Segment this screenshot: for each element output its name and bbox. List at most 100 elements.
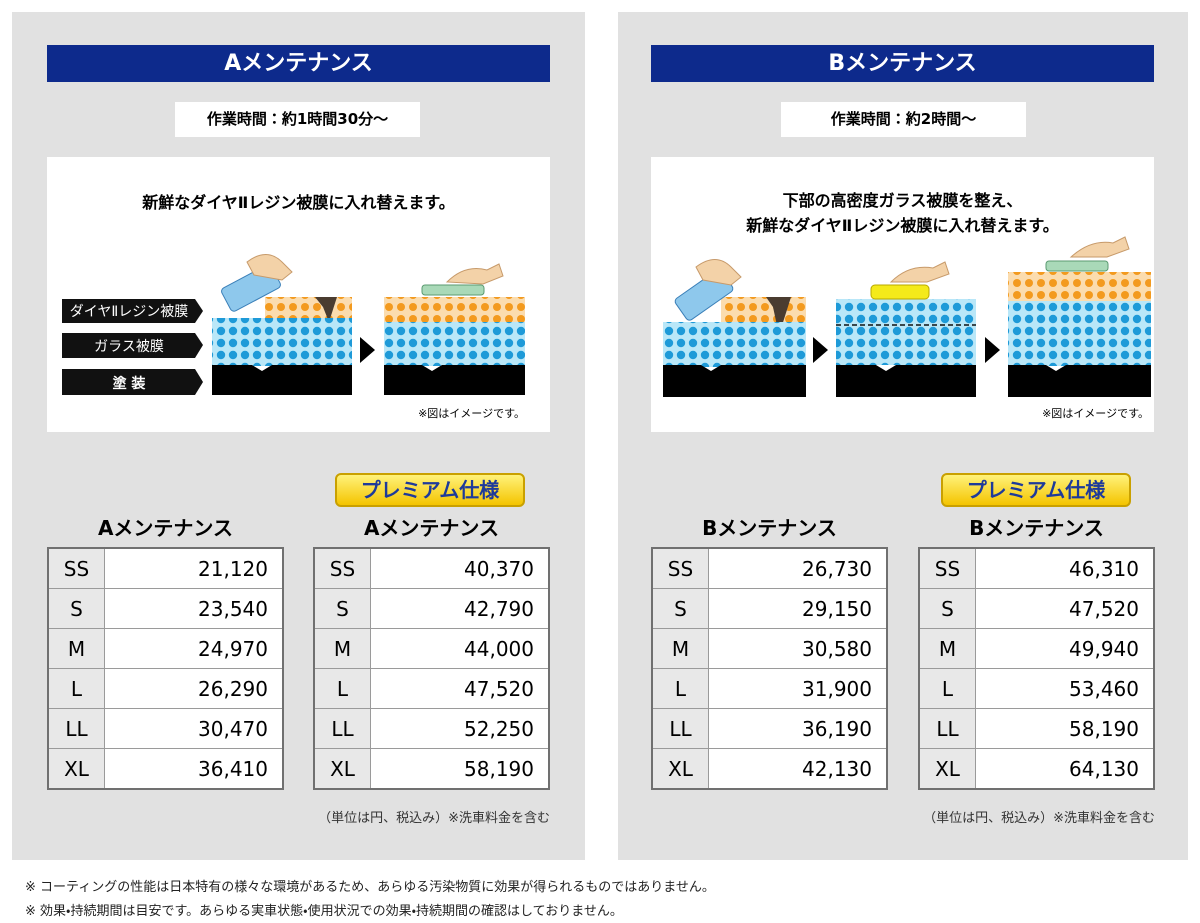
price-table: SS 46,310 S 47,520 M 49,940 L 53,460 LL 58,190 XL 6… <box>918 547 1155 790</box>
price-cell: 42,130 <box>708 748 888 790</box>
price-row: S 23,540 <box>47 588 284 629</box>
size-cell: L <box>313 668 371 709</box>
price-row: LL 30,470 <box>47 708 284 749</box>
size-cell: M <box>918 628 976 669</box>
size-cell: LL <box>313 708 371 749</box>
size-cell: SS <box>918 547 976 589</box>
price-row: L 47,520 <box>313 668 550 709</box>
size-cell: LL <box>47 708 105 749</box>
price-cell: 40,370 <box>370 547 550 589</box>
work-time: 作業時間：約1時間30分～ <box>175 102 420 137</box>
price-row: M 24,970 <box>47 628 284 669</box>
size-cell: S <box>918 588 976 629</box>
unit-note: （単位は円、税込み）※洗車料金を含む <box>923 811 1155 826</box>
price-row: S 29,150 <box>651 588 888 629</box>
caption: 新鮮なダイヤⅡレジン被膜に入れ替えます。 <box>142 193 455 212</box>
price-row: M 49,940 <box>918 628 1155 669</box>
price-cell: 29,150 <box>708 588 888 629</box>
price-cell: 49,940 <box>975 628 1155 669</box>
layer-label: ガラス被膜 <box>94 339 164 355</box>
table-heading: Aメンテナンス <box>97 516 234 540</box>
price-cell: 58,190 <box>975 708 1155 749</box>
premium-badge: プレミアム仕様 <box>941 473 1131 507</box>
size-cell: S <box>313 588 371 629</box>
price-table: SS 26,730 S 29,150 M 30,580 L 31,900 LL 36,190 XL 4… <box>651 547 888 790</box>
caption: 下部の高密度ガラス被膜を整え、 <box>782 191 1023 210</box>
size-cell: L <box>651 668 709 709</box>
price-cell: 47,520 <box>975 588 1155 629</box>
price-row: XL 58,190 <box>313 748 550 790</box>
illustration: 下部の高密度ガラス被膜を整え、 新鮮なダイヤⅡレジン被膜に入れ替えます。 ※図は… <box>651 157 1154 432</box>
size-cell: LL <box>651 708 709 749</box>
footnote: ※ 効果・持続期間は目安です。あらゆる実車状態・使用状況での効果・持続期間の確認… <box>25 904 623 919</box>
price-row: LL 52,250 <box>313 708 550 749</box>
panel-a: Aメンテナンス 作業時間：約1時間30分～ 新鮮なダイヤⅡレジン被膜に入れ替えま… <box>12 12 585 860</box>
price-row: SS 26,730 <box>651 547 888 589</box>
layer-label-boxes <box>62 299 203 395</box>
size-cell: L <box>918 668 976 709</box>
price-cell: 36,190 <box>708 708 888 749</box>
size-cell: S <box>47 588 105 629</box>
panel-title: Bメンテナンス <box>651 45 1154 82</box>
panel-title: Aメンテナンス <box>47 45 550 82</box>
size-cell: SS <box>47 547 105 589</box>
unit-note: （単位は円、税込み）※洗車料金を含む <box>318 811 550 826</box>
price-row: S 42,790 <box>313 588 550 629</box>
price-row: SS 40,370 <box>313 547 550 589</box>
price-row: M 30,580 <box>651 628 888 669</box>
price-row: L 53,460 <box>918 668 1155 709</box>
size-cell: XL <box>651 748 709 790</box>
price-row: SS 21,120 <box>47 547 284 589</box>
price-cell: 47,520 <box>370 668 550 709</box>
size-cell: M <box>47 628 105 669</box>
size-cell: L <box>47 668 105 709</box>
price-row: LL 36,190 <box>651 708 888 749</box>
size-cell: LL <box>918 708 976 749</box>
diagram <box>663 236 1151 397</box>
diagram: ダイヤⅡレジン被膜 ガラス被膜 塗 装 <box>62 254 525 395</box>
price-row: SS 46,310 <box>918 547 1155 589</box>
image-note: ※図はイメージです。 <box>418 407 525 420</box>
price-row: L 31,900 <box>651 668 888 709</box>
footnote: ※ コーティングの性能は日本特有の様々な環境があるため、あらゆる汚染物質に効果が… <box>25 880 715 895</box>
size-cell: M <box>651 628 709 669</box>
table-heading: Bメンテナンス <box>702 516 837 540</box>
price-cell: 58,190 <box>370 748 550 790</box>
price-cell: 31,900 <box>708 668 888 709</box>
size-cell: M <box>313 628 371 669</box>
price-cell: 42,790 <box>370 588 550 629</box>
price-cell: 26,730 <box>708 547 888 589</box>
price-row: XL 42,130 <box>651 748 888 790</box>
price-cell: 21,120 <box>104 547 284 589</box>
price-table: SS 40,370 S 42,790 M 44,000 L 47,520 LL 52,250 XL 5… <box>313 547 550 790</box>
price-cell: 53,460 <box>975 668 1155 709</box>
price-cell: 36,410 <box>104 748 284 790</box>
price-cell: 24,970 <box>104 628 284 669</box>
price-row: L 26,290 <box>47 668 284 709</box>
price-cell: 64,130 <box>975 748 1155 790</box>
size-cell: XL <box>47 748 105 790</box>
panel-b: Bメンテナンス 作業時間：約2時間～ 下部の高密度ガラス被膜を整え、 新鮮なダイ… <box>618 12 1188 860</box>
price-cell: 30,470 <box>104 708 284 749</box>
price-cell: 46,310 <box>975 547 1155 589</box>
work-time: 作業時間：約2時間～ <box>781 102 1026 137</box>
size-cell: SS <box>313 547 371 589</box>
price-row: LL 58,190 <box>918 708 1155 749</box>
price-row: M 44,000 <box>313 628 550 669</box>
image-note: ※図はイメージです。 <box>1042 407 1149 420</box>
size-cell: XL <box>918 748 976 790</box>
caption: 新鮮なダイヤⅡレジン被膜に入れ替えます。 <box>746 216 1059 235</box>
layer-label: ダイヤⅡレジン被膜 <box>70 304 188 320</box>
price-row: XL 36,410 <box>47 748 284 790</box>
price-row: XL 64,130 <box>918 748 1155 790</box>
size-cell: SS <box>651 547 709 589</box>
illustration: 新鮮なダイヤⅡレジン被膜に入れ替えます。 ダイヤⅡレジン被膜 ガラス被膜 塗 装… <box>47 157 550 432</box>
price-row: S 47,520 <box>918 588 1155 629</box>
table-heading: Bメンテナンス <box>969 516 1104 540</box>
price-cell: 30,580 <box>708 628 888 669</box>
size-cell: S <box>651 588 709 629</box>
price-cell: 23,540 <box>104 588 284 629</box>
size-cell: XL <box>313 748 371 790</box>
price-cell: 26,290 <box>104 668 284 709</box>
